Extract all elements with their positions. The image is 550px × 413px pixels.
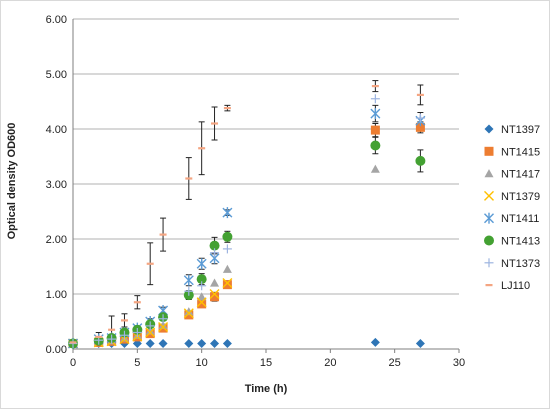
data-point-nt1411 — [196, 258, 207, 270]
x-tick-label: 25 — [389, 357, 401, 369]
legend-label: LJ110 — [501, 280, 530, 292]
x-tick-label: 20 — [324, 357, 336, 369]
y-tick-label: 0.00 — [46, 344, 67, 356]
legend-marker — [484, 146, 494, 156]
data-point-nt1415 — [197, 299, 207, 309]
legend: NT1397 NT1415 NT1417 NT1379 NT1411 NT1413 NT13… — [484, 124, 540, 292]
data-point-nt1415 — [222, 280, 232, 290]
data-point-nt1379 — [196, 297, 207, 308]
y-tick-label: 2.00 — [46, 234, 67, 246]
y-tick-label: 5.00 — [46, 69, 67, 81]
data-points — [68, 84, 426, 349]
data-point-nt1417 — [184, 307, 194, 316]
grid-layer — [73, 18, 459, 295]
data-point-nt1379 — [222, 278, 233, 288]
legend-label: NT1397 — [501, 124, 540, 136]
data-point-nt1411 — [370, 108, 381, 120]
data-point-nt1373 — [107, 334, 117, 344]
data-point-nt1397 — [184, 339, 194, 348]
legend-label: NT1379 — [501, 191, 540, 203]
data-point-nt1417 — [210, 278, 220, 287]
data-point-nt1397 — [370, 337, 380, 347]
data-point-nt1417 — [158, 320, 168, 329]
y-tick-label: 4.00 — [46, 124, 67, 136]
data-point-nt1373 — [222, 244, 232, 254]
data-point-nt1413 — [196, 274, 207, 285]
data-point-nt1373 — [415, 113, 425, 123]
legend-marker — [484, 212, 494, 224]
data-point-nt1413 — [222, 231, 233, 242]
data-point-nt1373 — [119, 330, 129, 340]
legend-label: NT1417 — [501, 169, 540, 181]
data-point-nt1373 — [197, 281, 207, 291]
data-point-nt1373 — [158, 314, 168, 324]
data-point-nt1397 — [222, 339, 232, 348]
x-tick-label: 15 — [260, 357, 272, 369]
data-point-nt1379 — [158, 322, 169, 332]
legend-label: NT1415 — [501, 146, 540, 158]
data-point-nt1417 — [197, 292, 207, 301]
data-point-nt1397 — [197, 339, 207, 348]
data-point-nt1415 — [415, 122, 425, 132]
data-point-nt1413 — [415, 155, 426, 166]
legend-label: NT1413 — [501, 236, 540, 248]
data-point-nt1397 — [210, 339, 220, 348]
data-point-nt1379 — [183, 308, 194, 319]
data-point-nt1417 — [222, 264, 232, 273]
data-point-nt1417 — [145, 326, 155, 335]
data-point-nt1379 — [209, 289, 220, 299]
data-point-nt1397 — [158, 339, 168, 348]
data-point-nt1373 — [145, 321, 155, 331]
data-point-nt1373 — [370, 94, 380, 104]
data-point-nt1373 — [132, 328, 142, 337]
data-point-nt1413 — [209, 240, 220, 251]
x-tick-label: 30 — [453, 357, 465, 369]
x-tick-label: 5 — [134, 357, 140, 369]
data-point-nt1415 — [210, 292, 220, 302]
x-axis-label: Time (h) — [245, 383, 288, 395]
data-point-nt1373 — [210, 248, 220, 258]
legend-label: NT1411 — [501, 213, 539, 225]
data-point-nt1417 — [370, 164, 380, 173]
y-tick-label: 6.00 — [46, 14, 67, 26]
legend-marker — [484, 190, 494, 201]
legend-label: NT1373 — [501, 258, 540, 270]
data-point-nt1373 — [184, 286, 194, 296]
axis-layer: 0.00 1.00 2.00 3.00 4.00 5.00 6.00 0 5 10 15 20 25 30 — [46, 14, 466, 369]
y-axis-label: Optical density OD600 — [6, 123, 18, 240]
data-point-nt1411 — [183, 274, 194, 286]
legend-marker — [484, 124, 494, 134]
data-point-nt1415 — [370, 125, 380, 135]
x-tick-label: 10 — [196, 357, 208, 369]
y-tick-label: 1.00 — [46, 289, 67, 301]
data-point-nt1413 — [370, 140, 381, 151]
data-point-nt1397 — [145, 339, 155, 348]
data-point-nt1379 — [145, 327, 156, 338]
legend-marker — [484, 235, 494, 246]
legend-marker — [484, 258, 494, 268]
x-tick-label: 0 — [70, 357, 76, 369]
data-point-nt1411 — [222, 207, 233, 219]
legend-marker — [484, 169, 494, 178]
y-tick-label: 3.00 — [46, 179, 67, 191]
error-bars — [70, 80, 424, 345]
data-point-nt1397 — [415, 339, 425, 348]
